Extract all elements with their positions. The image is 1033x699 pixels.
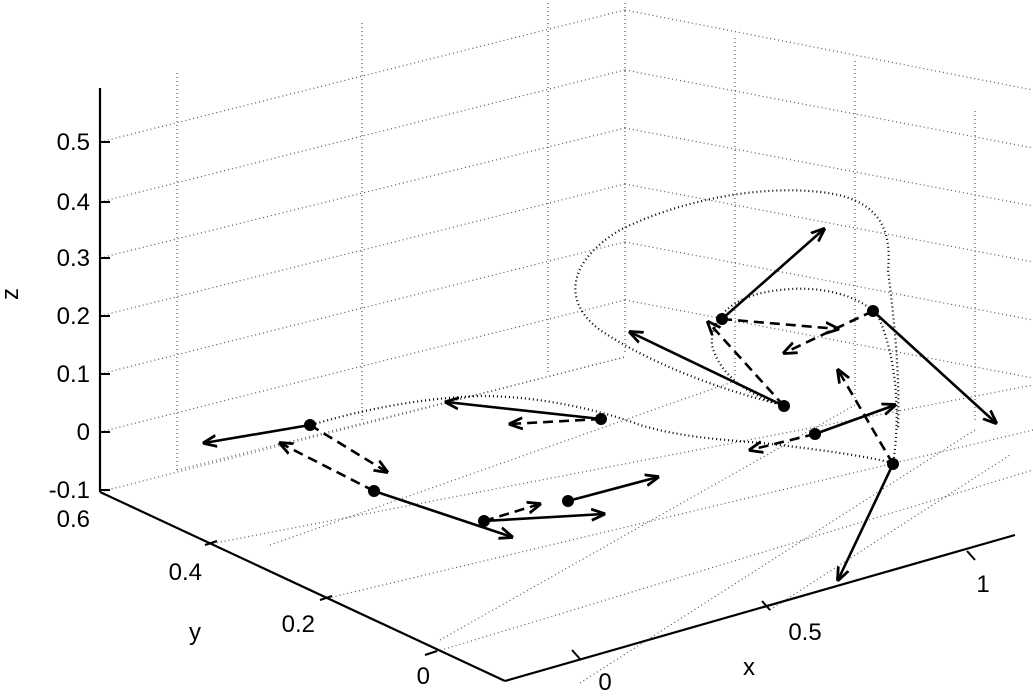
y-tick-label: 0.4 [169,559,202,586]
z-tick-label: -0.1 [49,477,90,504]
data-point [304,419,316,431]
vector-solid [204,423,311,443]
grid-back-walls [99,0,1033,470]
axes-frame [98,88,1016,683]
z-axis-ticks [100,141,110,491]
data-point [562,495,574,507]
z-tick-label: 0.1 [57,361,90,388]
vector-dashed [280,443,375,493]
data-point [478,515,490,527]
y-tick-label: 0.6 [57,506,90,533]
grid-floor [99,356,1033,684]
x-axis-label: x [743,654,755,681]
y-axis-ticks [204,540,438,656]
vector-solid [446,402,602,421]
vector-field [204,229,996,580]
z-tick-label: 0 [77,419,90,446]
vector-solid [838,463,895,580]
vector-solid [373,489,512,537]
vector-solid [567,477,658,503]
vector-solid [721,229,824,320]
y-tick-label: 0 [417,663,430,690]
x-tick-label: 1 [976,571,989,598]
z-axis-label: z [0,288,24,300]
data-point [778,400,790,412]
trajectory-points [304,305,899,527]
data-point [595,413,607,425]
y-tick-label: 0.2 [282,611,315,638]
vector-dashed [838,370,895,465]
vector-dashed [309,423,387,472]
z-tick-label: 0.4 [57,189,90,216]
y-axis-label: y [189,619,201,646]
vector-solid [872,310,996,423]
data-point [809,428,821,440]
vector-dashed [483,504,540,523]
vector-solid [483,514,604,523]
x-tick-label: 0 [598,669,611,696]
data-point [716,313,728,325]
vector-dashed [721,317,838,329]
data-point [368,485,380,497]
data-point [887,458,899,470]
vector-solid [814,405,895,436]
data-point [867,305,879,317]
x-axis-ticks [571,550,976,660]
vector-dashed [750,432,816,450]
z-tick-label: 0.5 [57,129,90,156]
vector-dashed [510,419,602,424]
x-tick-label: 0.5 [788,619,821,646]
vector-dashed [708,322,785,407]
z-tick-label: 0.3 [57,245,90,272]
z-tick-label: 0.2 [57,303,90,330]
vector-dashed [784,309,874,353]
vector-solid [630,332,785,408]
